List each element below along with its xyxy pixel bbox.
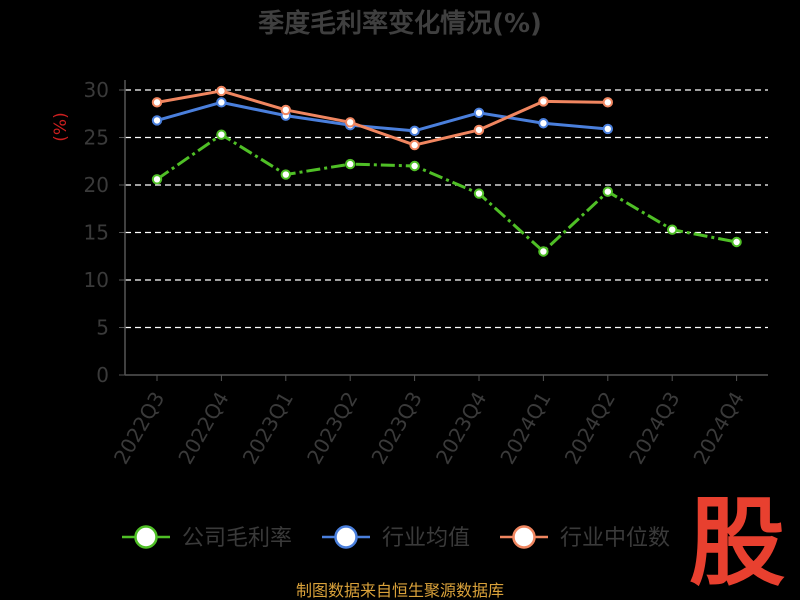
series-line — [156, 89, 608, 147]
y-tick-label: 25 — [84, 126, 109, 150]
x-tick-label: 2023Q4 — [431, 388, 491, 469]
data-point — [538, 118, 549, 129]
y-tick-label: 30 — [84, 78, 109, 102]
x-tick-label: 2023Q2 — [302, 388, 362, 469]
data-point — [538, 96, 549, 107]
legend-label: 行业中位数 — [560, 526, 670, 551]
x-tick-label: 2022Q4 — [173, 388, 233, 469]
data-point — [216, 97, 227, 108]
legend-label: 行业均值 — [382, 526, 470, 551]
x-tick-labels: 2022Q3 2022Q4 2023Q1 2023Q2 2023Q3 2023Q4 2024… — [109, 388, 749, 469]
y-tick-labels: 0 5 10 15 20 25 30 — [84, 78, 109, 387]
series-line — [156, 100, 608, 133]
watermark-logo: 股 — [689, 487, 785, 599]
series-line — [156, 133, 737, 253]
y-tick-label: 20 — [84, 173, 109, 197]
data-point — [602, 123, 613, 135]
chart-title: 季度毛利率变化情况(%) — [258, 8, 542, 39]
x-tick-label: 2024Q1 — [495, 388, 555, 469]
grid-lines — [125, 89, 768, 329]
data-point — [409, 160, 420, 172]
data-point — [345, 117, 356, 128]
data-point — [602, 186, 613, 197]
x-tick-label: 2024Q3 — [624, 388, 684, 469]
series-group — [151, 85, 742, 257]
series-3 — [151, 85, 613, 151]
x-tick-label: 2024Q4 — [688, 388, 748, 469]
x-tick-label: 2023Q3 — [366, 388, 426, 469]
data-point — [151, 97, 163, 108]
data-point — [473, 188, 485, 199]
x-tick-label: 2022Q3 — [109, 388, 169, 469]
data-point — [409, 125, 420, 137]
data-point — [731, 236, 742, 248]
y-tick-label: 5 — [96, 316, 109, 340]
data-point — [151, 174, 163, 185]
y-tick-label: 0 — [96, 363, 109, 387]
data-point — [602, 97, 613, 108]
legend-label: 公司毛利率 — [182, 526, 292, 551]
axes — [119, 80, 768, 381]
data-point — [216, 129, 227, 140]
series-1 — [151, 129, 742, 257]
y-axis-label: (%) — [51, 112, 71, 141]
data-point — [151, 115, 163, 126]
data-point — [345, 158, 356, 170]
legend-swatch-marker — [512, 525, 536, 549]
legend: 公司毛利率 行业均值 行业中位数 — [122, 525, 670, 551]
data-point — [538, 246, 549, 257]
x-tick-label: 2024Q2 — [560, 388, 620, 469]
data-point — [280, 104, 291, 116]
y-tick-label: 15 — [84, 221, 109, 245]
data-point — [473, 107, 485, 119]
data-point — [473, 124, 485, 136]
source-note: 制图数据来自恒生聚源数据库 — [296, 581, 504, 600]
data-point — [280, 169, 291, 180]
legend-swatch-marker — [334, 525, 358, 549]
x-tick-label: 2023Q1 — [238, 388, 298, 469]
data-point — [216, 85, 227, 97]
data-point — [667, 224, 678, 235]
y-tick-label: 10 — [84, 268, 109, 292]
data-point — [409, 139, 420, 151]
legend-swatch-marker — [134, 525, 158, 549]
